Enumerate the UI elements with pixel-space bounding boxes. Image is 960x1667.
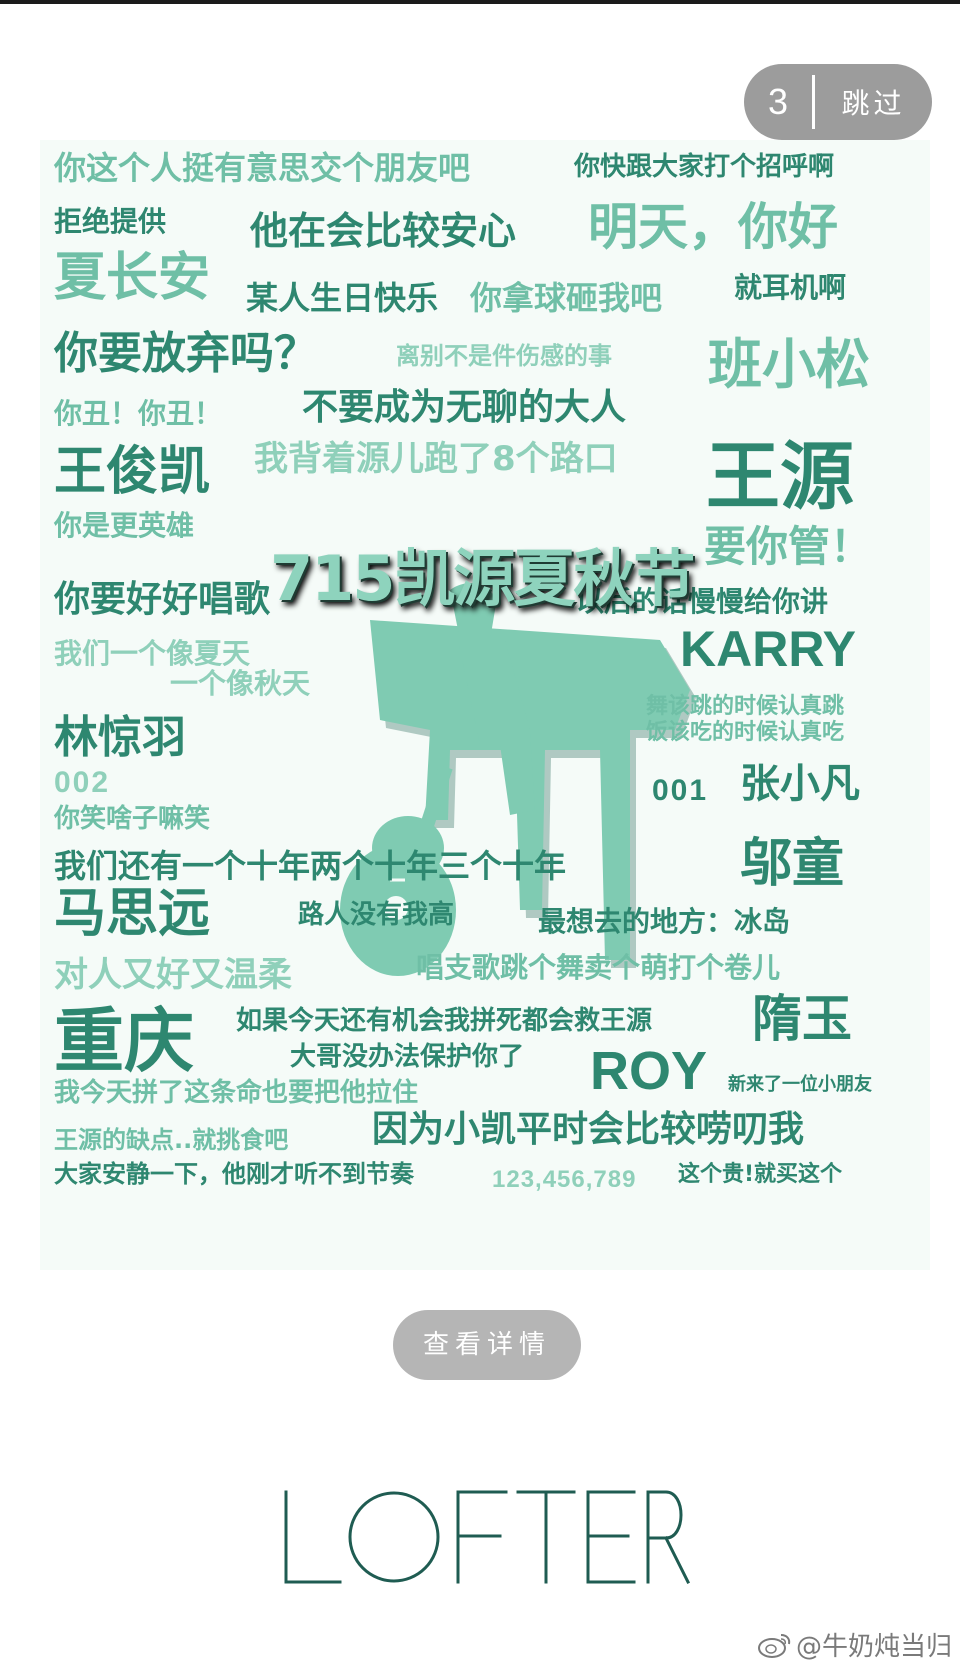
phrase: 王源	[706, 434, 854, 520]
phrase: 以后的话慢慢给你讲	[576, 585, 829, 618]
skip-divider	[812, 75, 815, 129]
phrase: 他在会比较安心	[250, 209, 517, 253]
phrase: 不要成为无聊的大人	[302, 387, 627, 428]
phrase: 我们一个像夏天	[54, 637, 251, 670]
phrase: 夏长安	[54, 248, 211, 308]
splash-poster[interactable]: 你这个人挺有意思交个朋友吧 你快跟大家打个招呼啊 拒绝提供 他在会比较安心 明天…	[40, 140, 930, 1270]
phrase: 要你管！	[704, 522, 873, 571]
status-bar-edge	[0, 0, 960, 4]
phrase: 新来了一位小朋友	[728, 1074, 872, 1095]
phrase: 拒绝提供	[54, 205, 167, 238]
phrase: 我今天拼了这条命也要把他拉住	[54, 1078, 419, 1108]
phrase: 大哥没办法保护你了	[290, 1042, 525, 1072]
piano-guitar-silhouette-icon	[340, 582, 696, 976]
lofter-logo: LOFTER	[284, 1490, 691, 1585]
phrase: 离别不是件伤感的事	[396, 342, 612, 370]
phrase: 你拿球砸我吧	[470, 279, 663, 317]
phrase: 你要好好唱歌	[54, 579, 271, 620]
phrase: 我们还有一个十年两个十年三个十年	[54, 847, 567, 885]
phrase: 班小松	[708, 333, 870, 396]
phrase: 一个像秋天	[170, 667, 311, 700]
phrase: 王源的缺点..就挑食吧	[54, 1126, 289, 1154]
phrase: 123,456,789	[492, 1166, 637, 1193]
phrase: 你笑啥子嘛笑	[54, 804, 211, 834]
phrase: 某人生日快乐	[246, 279, 439, 317]
phrase: 重庆	[54, 1000, 194, 1082]
phrase: 对人又好又温柔	[54, 955, 292, 995]
phrase: 你丑！你丑！	[54, 397, 223, 430]
phrase: 林惊羽	[54, 712, 186, 763]
phrase: 明天，你好	[588, 198, 838, 256]
phrase: 王俊凯	[54, 442, 211, 502]
phrase: 唱支歌跳个舞卖个萌打个卷儿	[416, 951, 781, 984]
festival-title: 715凯源夏秋节	[270, 542, 695, 615]
phrase: 001	[652, 774, 709, 807]
view-details-button[interactable]: 查看详情	[393, 1310, 581, 1380]
phrase: 马思远	[54, 884, 211, 944]
phrase: 你快跟大家打个招呼啊	[574, 152, 835, 182]
skip-button[interactable]: 3 跳过	[744, 64, 932, 140]
phrase: 因为小凯平时会比较唠叨我	[372, 1109, 805, 1150]
phrase: 你是更英雄	[54, 509, 195, 542]
phrase: 我背着源儿跑了8个路口	[254, 439, 618, 479]
phrase: ROY	[590, 1041, 708, 1101]
skip-label: 跳过	[841, 87, 906, 120]
phrase: 如果今天还有机会我拼死都会救王源	[236, 1006, 653, 1036]
phrase: 002	[54, 766, 111, 799]
phrase: 张小凡	[740, 761, 860, 807]
weibo-icon	[757, 1633, 791, 1658]
weibo-watermark: @牛奶炖当归	[756, 1626, 952, 1663]
phrase: 饭该吃的时候认真吃	[646, 720, 845, 745]
countdown-number: 3	[767, 81, 789, 122]
phrase: 大家安静一下，他刚才听不到节奏	[54, 1160, 414, 1188]
phrase: 邬童	[740, 834, 845, 894]
phrase: 你要放弃吗？	[54, 328, 318, 379]
phrase: 这个贵!就买这个	[678, 1162, 843, 1187]
phrase: 你这个人挺有意思交个朋友吧	[54, 149, 471, 187]
phrase: 路人没有我高	[298, 900, 455, 930]
watermark-text: @牛奶炖当归	[795, 1632, 952, 1662]
phrase: 最想去的地方：冰岛	[538, 905, 791, 938]
phrase: KARRY	[680, 621, 856, 677]
phrase: 舞该跳的时候认真跳	[646, 694, 845, 719]
phrase: 隋玉	[752, 990, 852, 1048]
phrase: 就耳机啊	[734, 271, 847, 304]
